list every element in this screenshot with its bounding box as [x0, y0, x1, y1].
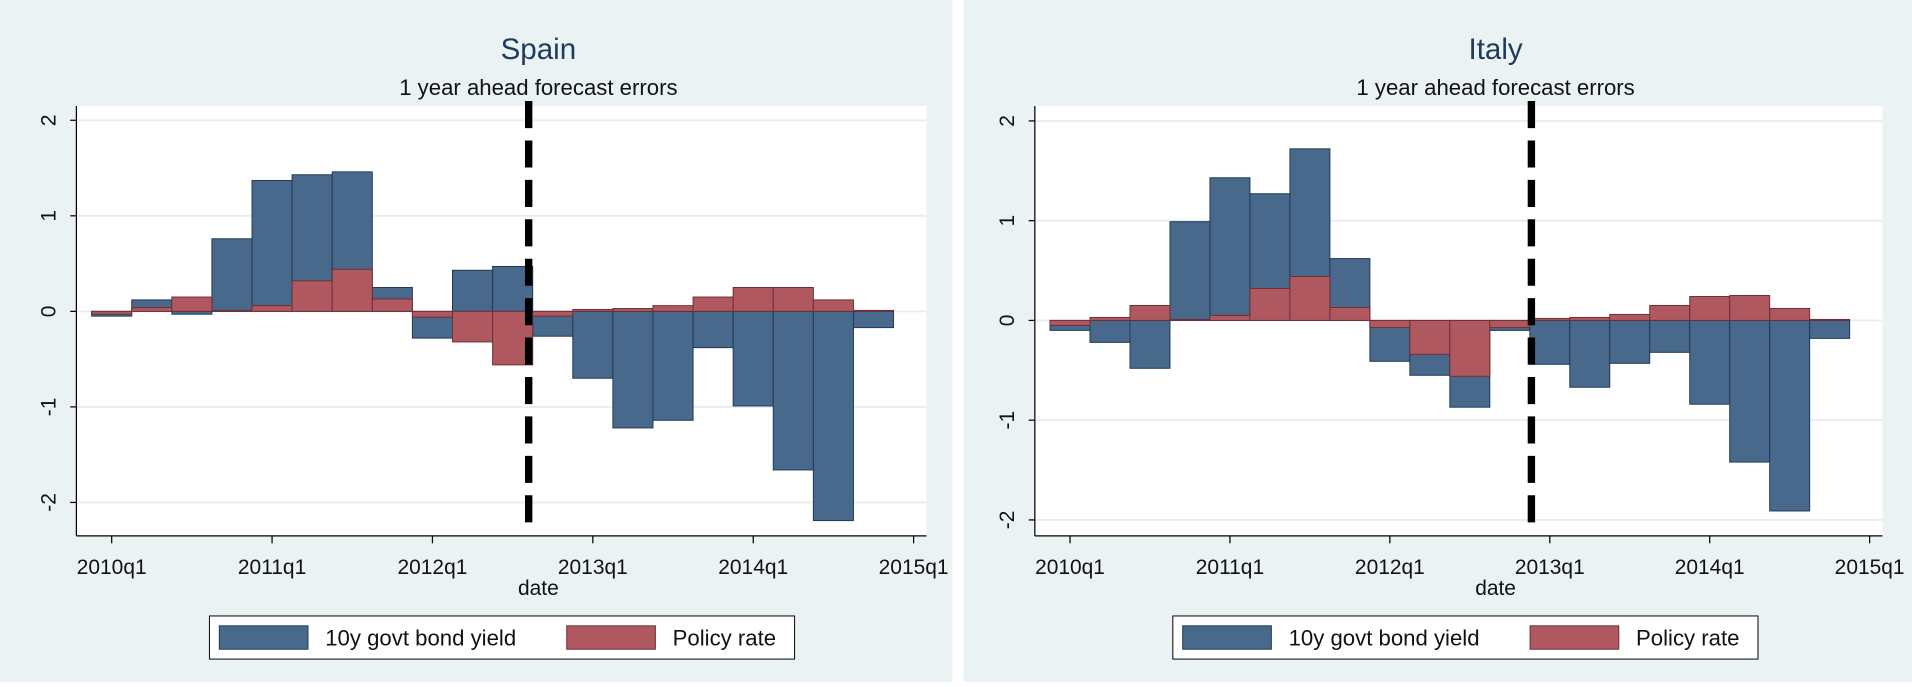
legend-swatch	[1182, 625, 1272, 650]
x-tick-label: 2013q1	[558, 556, 628, 579]
y-tick-label: 2	[37, 114, 60, 126]
bar	[1409, 319, 1451, 355]
bar	[331, 268, 373, 312]
bar	[812, 299, 854, 312]
bar	[652, 305, 694, 312]
x-tick-label: 2012q1	[1355, 556, 1425, 579]
bar	[211, 238, 253, 312]
bar	[1089, 316, 1131, 321]
y-tick-label: -1	[996, 411, 1019, 430]
bar	[1169, 221, 1211, 321]
chart-title: Spain	[501, 33, 577, 66]
legend-label: 10y govt bond yield	[1289, 626, 1480, 651]
x-tick-label: 2014q1	[718, 556, 788, 579]
y-tick-label: -2	[37, 493, 60, 512]
bar	[291, 280, 333, 312]
bar	[1489, 319, 1531, 328]
bar	[772, 286, 814, 312]
bar	[131, 307, 173, 312]
bar	[1289, 276, 1331, 321]
bar	[732, 310, 774, 407]
bar	[692, 296, 734, 312]
bar	[411, 310, 453, 318]
bar	[1649, 319, 1691, 353]
legend-swatch	[218, 625, 309, 650]
y-tick-label: 1	[37, 210, 60, 222]
bar	[1449, 319, 1491, 377]
bar	[852, 310, 895, 329]
bar	[1569, 316, 1611, 321]
bar	[692, 310, 734, 349]
x-tick-label: 2013q1	[1515, 556, 1585, 579]
y-tick-label: 0	[996, 315, 1019, 327]
bar	[1729, 294, 1771, 321]
chart-subtitle: 1 year ahead forecast errors	[399, 75, 677, 100]
bar	[91, 310, 133, 315]
legend-swatch	[1529, 625, 1620, 650]
bar	[1529, 319, 1571, 365]
bar	[852, 309, 895, 312]
bar	[1689, 319, 1731, 405]
bar	[1729, 319, 1771, 463]
bar	[1129, 304, 1171, 321]
bar	[612, 310, 654, 429]
bar	[251, 179, 293, 312]
x-tick-label: 2015q1	[1835, 556, 1905, 579]
legend-label: 10y govt bond yield	[325, 626, 516, 651]
x-tick-label: 2014q1	[1675, 556, 1745, 579]
y-tick-label: -1	[37, 398, 60, 417]
bar	[1369, 319, 1411, 328]
y-tick-label: 2	[996, 115, 1019, 127]
chart-subtitle: 1 year ahead forecast errors	[1356, 75, 1634, 100]
bar	[1049, 319, 1091, 326]
x-axis-label: date	[1475, 577, 1516, 600]
x-tick-label: 2011q1	[1196, 556, 1264, 579]
bar	[1209, 314, 1251, 321]
bar	[1089, 319, 1131, 343]
x-tick-label: 2012q1	[398, 556, 468, 579]
bar	[732, 286, 774, 312]
bar	[812, 310, 854, 522]
y-tick-label: 0	[37, 306, 60, 318]
bar	[171, 296, 213, 312]
y-tick-label: 1	[996, 215, 1019, 227]
y-tick-label: -2	[996, 511, 1019, 530]
x-tick-label: 2015q1	[879, 556, 949, 579]
bar	[1169, 318, 1211, 321]
legend-label: Policy rate	[1636, 626, 1739, 651]
bar	[1809, 318, 1851, 321]
bar	[371, 298, 413, 312]
bar	[572, 310, 614, 379]
bar	[1769, 307, 1811, 321]
legend-label: Policy rate	[673, 626, 776, 651]
bar	[612, 308, 654, 312]
bar	[1209, 177, 1251, 321]
bar	[652, 310, 694, 421]
bar	[452, 310, 494, 343]
x-tick-label: 2011q1	[238, 556, 306, 579]
bar	[1609, 313, 1651, 321]
bar	[1609, 319, 1651, 364]
bar	[452, 269, 494, 312]
bar	[1329, 306, 1371, 321]
bar	[1129, 319, 1171, 369]
x-axis-label: date	[518, 577, 559, 600]
bar	[211, 309, 253, 312]
bar	[772, 310, 814, 471]
bar	[1689, 295, 1731, 321]
bar	[572, 308, 614, 312]
bar	[532, 310, 574, 317]
bar	[1809, 319, 1851, 339]
bar	[1569, 319, 1611, 388]
x-tick-label: 2010q1	[1035, 556, 1105, 579]
bar	[251, 305, 293, 312]
bar	[1249, 288, 1291, 321]
bar	[1769, 319, 1811, 512]
chart-title: Italy	[1468, 33, 1522, 66]
legend-swatch	[566, 625, 656, 650]
x-tick-label: 2010q1	[77, 556, 147, 579]
bar	[1529, 317, 1571, 321]
bar	[1649, 304, 1691, 321]
